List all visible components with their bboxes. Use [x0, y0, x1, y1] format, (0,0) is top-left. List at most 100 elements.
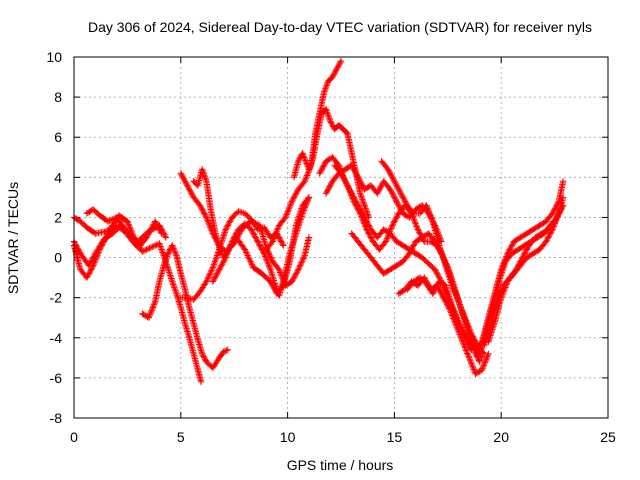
- grid-lines: [74, 57, 608, 418]
- data-point: [551, 228, 553, 230]
- data-point: [158, 243, 160, 245]
- data-point: [470, 333, 472, 335]
- data-point: [498, 281, 500, 283]
- data-point: [400, 192, 402, 194]
- data-point: [193, 353, 195, 355]
- data-point: [270, 281, 272, 283]
- data-series: [70, 57, 567, 386]
- data-point: [291, 200, 293, 202]
- data-point: [353, 200, 355, 202]
- x-tick-label: 10: [280, 429, 296, 445]
- data-point: [210, 208, 212, 210]
- data-point: [517, 249, 519, 251]
- data-point: [562, 180, 564, 182]
- data-point: [261, 273, 263, 275]
- data-point: [475, 353, 477, 355]
- data-point: [396, 200, 398, 202]
- data-point: [323, 92, 325, 94]
- data-point: [212, 367, 214, 369]
- data-point: [218, 269, 220, 271]
- data-point: [79, 269, 81, 271]
- data-point: [86, 212, 88, 214]
- data-point: [378, 249, 380, 251]
- data-point: [259, 224, 261, 226]
- data-point: [297, 269, 299, 271]
- data-point: [425, 283, 427, 285]
- data-point: [539, 224, 541, 226]
- data-point: [415, 253, 417, 255]
- data-point: [216, 241, 218, 243]
- data-point: [257, 241, 259, 243]
- data-point: [291, 281, 293, 283]
- data-point: [479, 361, 481, 363]
- data-point: [396, 241, 398, 243]
- data-point: [270, 237, 272, 238]
- data-point: [398, 212, 400, 214]
- data-point: [340, 172, 342, 174]
- data-point: [317, 132, 319, 134]
- data-point: [188, 337, 190, 339]
- series-track-4: [83, 206, 205, 386]
- x-tick-label: 0: [70, 429, 78, 445]
- x-tick-labels: 0 5 10 15 20 25: [70, 429, 616, 445]
- data-point: [383, 228, 385, 230]
- data-point: [184, 323, 186, 325]
- data-point: [308, 168, 310, 170]
- data-point: [188, 307, 190, 309]
- data-point: [381, 160, 383, 162]
- data-point: [470, 349, 472, 351]
- data-point: [385, 241, 387, 243]
- data-point: [383, 180, 385, 182]
- data-point: [417, 228, 419, 230]
- series-track-18: [404, 274, 475, 353]
- data-point: [116, 216, 118, 218]
- data-point: [308, 196, 310, 198]
- data-point: [124, 228, 126, 230]
- data-point: [402, 212, 404, 214]
- data-point: [197, 339, 199, 341]
- data-point: [438, 245, 440, 247]
- data-point: [417, 285, 419, 287]
- data-point: [344, 168, 346, 170]
- data-point: [325, 160, 327, 162]
- data-point: [154, 220, 156, 222]
- series-track-22: [485, 194, 567, 345]
- data-point: [393, 180, 395, 182]
- data-point: [391, 224, 393, 226]
- y-axis-label: SDTVAR / TECUs: [5, 182, 21, 294]
- data-point: [79, 220, 81, 222]
- data-point: [363, 188, 365, 190]
- data-point: [334, 128, 336, 130]
- data-point: [507, 281, 509, 283]
- data-point: [340, 60, 342, 62]
- data-point: [227, 349, 229, 351]
- data-point: [331, 156, 333, 158]
- data-point: [346, 184, 348, 186]
- data-point: [526, 257, 528, 259]
- data-point: [470, 341, 472, 343]
- data-point: [184, 289, 186, 291]
- data-point: [331, 180, 333, 182]
- data-point: [304, 255, 306, 257]
- data-point: [86, 226, 88, 228]
- data-point: [176, 293, 178, 295]
- data-point: [244, 212, 246, 214]
- data-point: [396, 265, 398, 267]
- data-point: [423, 241, 425, 243]
- data-point: [79, 253, 81, 255]
- data-point: [107, 220, 109, 222]
- data-point: [278, 295, 280, 297]
- data-point: [99, 214, 101, 216]
- data-point: [402, 245, 404, 247]
- data-point: [180, 307, 182, 309]
- data-point: [250, 228, 252, 230]
- series-markers: [209, 194, 313, 299]
- data-point: [351, 152, 353, 154]
- data-point: [212, 281, 214, 283]
- data-point: [449, 309, 451, 311]
- data-point: [524, 245, 526, 247]
- data-point: [218, 249, 220, 251]
- data-point: [193, 299, 195, 301]
- data-point: [539, 249, 541, 251]
